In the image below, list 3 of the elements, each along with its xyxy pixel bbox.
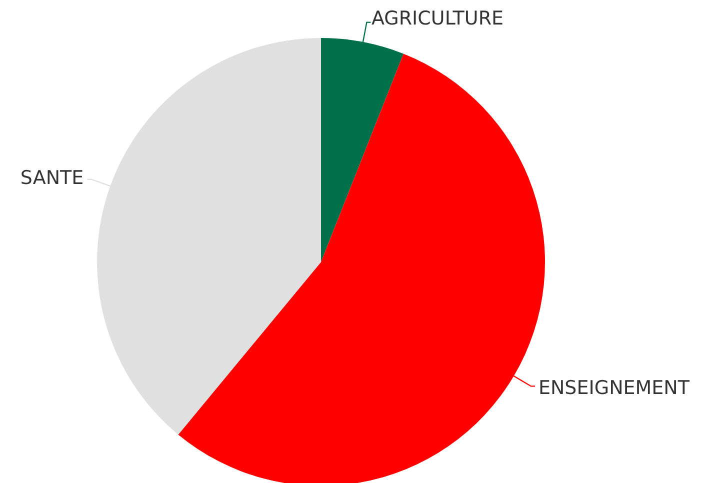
slice-label: SANTE (20, 166, 84, 189)
slice-label: AGRICULTURE (371, 7, 504, 30)
slice-label: ENSEIGNEMENT (538, 377, 690, 400)
